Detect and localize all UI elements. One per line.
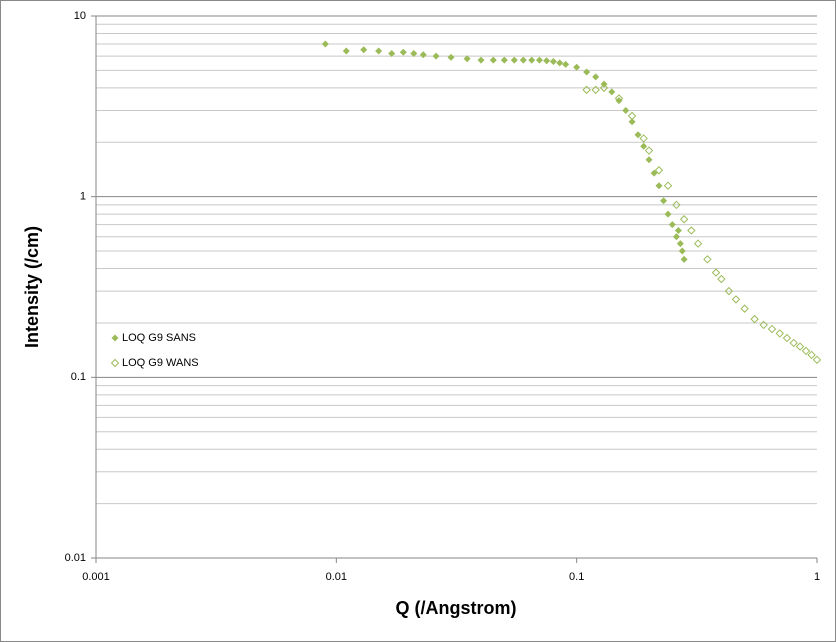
data-point (782, 333, 792, 343)
data-point (614, 94, 624, 103)
data-point (419, 51, 427, 59)
data-point (674, 226, 682, 234)
data-point (321, 40, 329, 48)
data-point (663, 181, 673, 190)
data-point (679, 215, 689, 224)
data-point (615, 97, 623, 105)
data-point (388, 50, 396, 58)
legend-label: LOQ G9 SANS (122, 332, 196, 344)
data-point (672, 233, 680, 241)
data-point (573, 63, 581, 71)
data-point (375, 47, 383, 55)
data-point (645, 156, 653, 164)
data-point (639, 134, 648, 143)
data-point (528, 56, 536, 64)
data-point (711, 268, 721, 277)
legend-marker (111, 334, 119, 342)
data-point (759, 320, 768, 330)
data-point (622, 106, 630, 114)
data-point (549, 57, 557, 65)
data-point (582, 85, 591, 95)
data-point (562, 60, 570, 68)
data-point (672, 200, 681, 210)
data-point (664, 210, 672, 218)
data-point (608, 88, 616, 96)
legend-marker (110, 358, 120, 368)
data-point (724, 286, 734, 296)
data-point (628, 118, 636, 126)
y-tick-label: 0.01 (65, 552, 86, 564)
data-point (447, 53, 455, 61)
data-point (687, 226, 696, 235)
data-point (592, 73, 600, 81)
data-point (535, 56, 543, 64)
data-point (693, 239, 703, 248)
y-tick-label: 0.1 (71, 371, 86, 383)
data-point (717, 274, 726, 284)
x-tick-label: 1 (814, 571, 820, 583)
data-point (500, 56, 508, 64)
x-tick-label: 0.1 (569, 571, 584, 583)
data-point (410, 50, 418, 58)
data-point (360, 46, 368, 54)
data-point (644, 146, 654, 155)
data-point (676, 240, 684, 248)
y-axis-title: Intensity (/cm) (22, 226, 42, 348)
data-point (801, 346, 811, 356)
data-point (634, 131, 642, 139)
data-point (703, 255, 712, 264)
data-point (655, 182, 663, 190)
data-point (812, 355, 822, 365)
data-point (399, 48, 407, 56)
data-point (519, 56, 527, 64)
data-point (510, 56, 518, 64)
data-point (627, 111, 637, 121)
data-point (583, 68, 591, 76)
data-point (591, 85, 600, 95)
data-point (678, 247, 686, 255)
x-tick-label: 0.01 (326, 571, 347, 583)
data-point (731, 295, 741, 304)
data-point (680, 255, 688, 263)
data-point (463, 55, 471, 63)
data-point (477, 56, 485, 64)
data-point (668, 221, 676, 229)
data-point (775, 329, 784, 338)
y-tick-label: 1 (80, 191, 86, 203)
data-point (489, 56, 497, 64)
y-tick-label: 10 (74, 10, 86, 22)
data-point (767, 324, 777, 334)
x-tick-label: 0.001 (82, 571, 110, 583)
data-point (556, 59, 564, 67)
data-point (750, 314, 759, 324)
data-point (654, 166, 664, 175)
data-point (795, 342, 805, 351)
data-point (740, 304, 749, 313)
data-point (660, 197, 668, 205)
data-point (342, 47, 350, 55)
x-axis-title: Q (/Angstrom) (396, 598, 517, 618)
data-point (640, 142, 648, 150)
data-point (650, 169, 658, 177)
data-point (599, 83, 609, 93)
legend-label: LOQ G9 WANS (122, 357, 199, 369)
data-point (543, 57, 551, 65)
data-point (807, 350, 816, 360)
data-point (432, 52, 440, 60)
data-point (789, 338, 798, 348)
